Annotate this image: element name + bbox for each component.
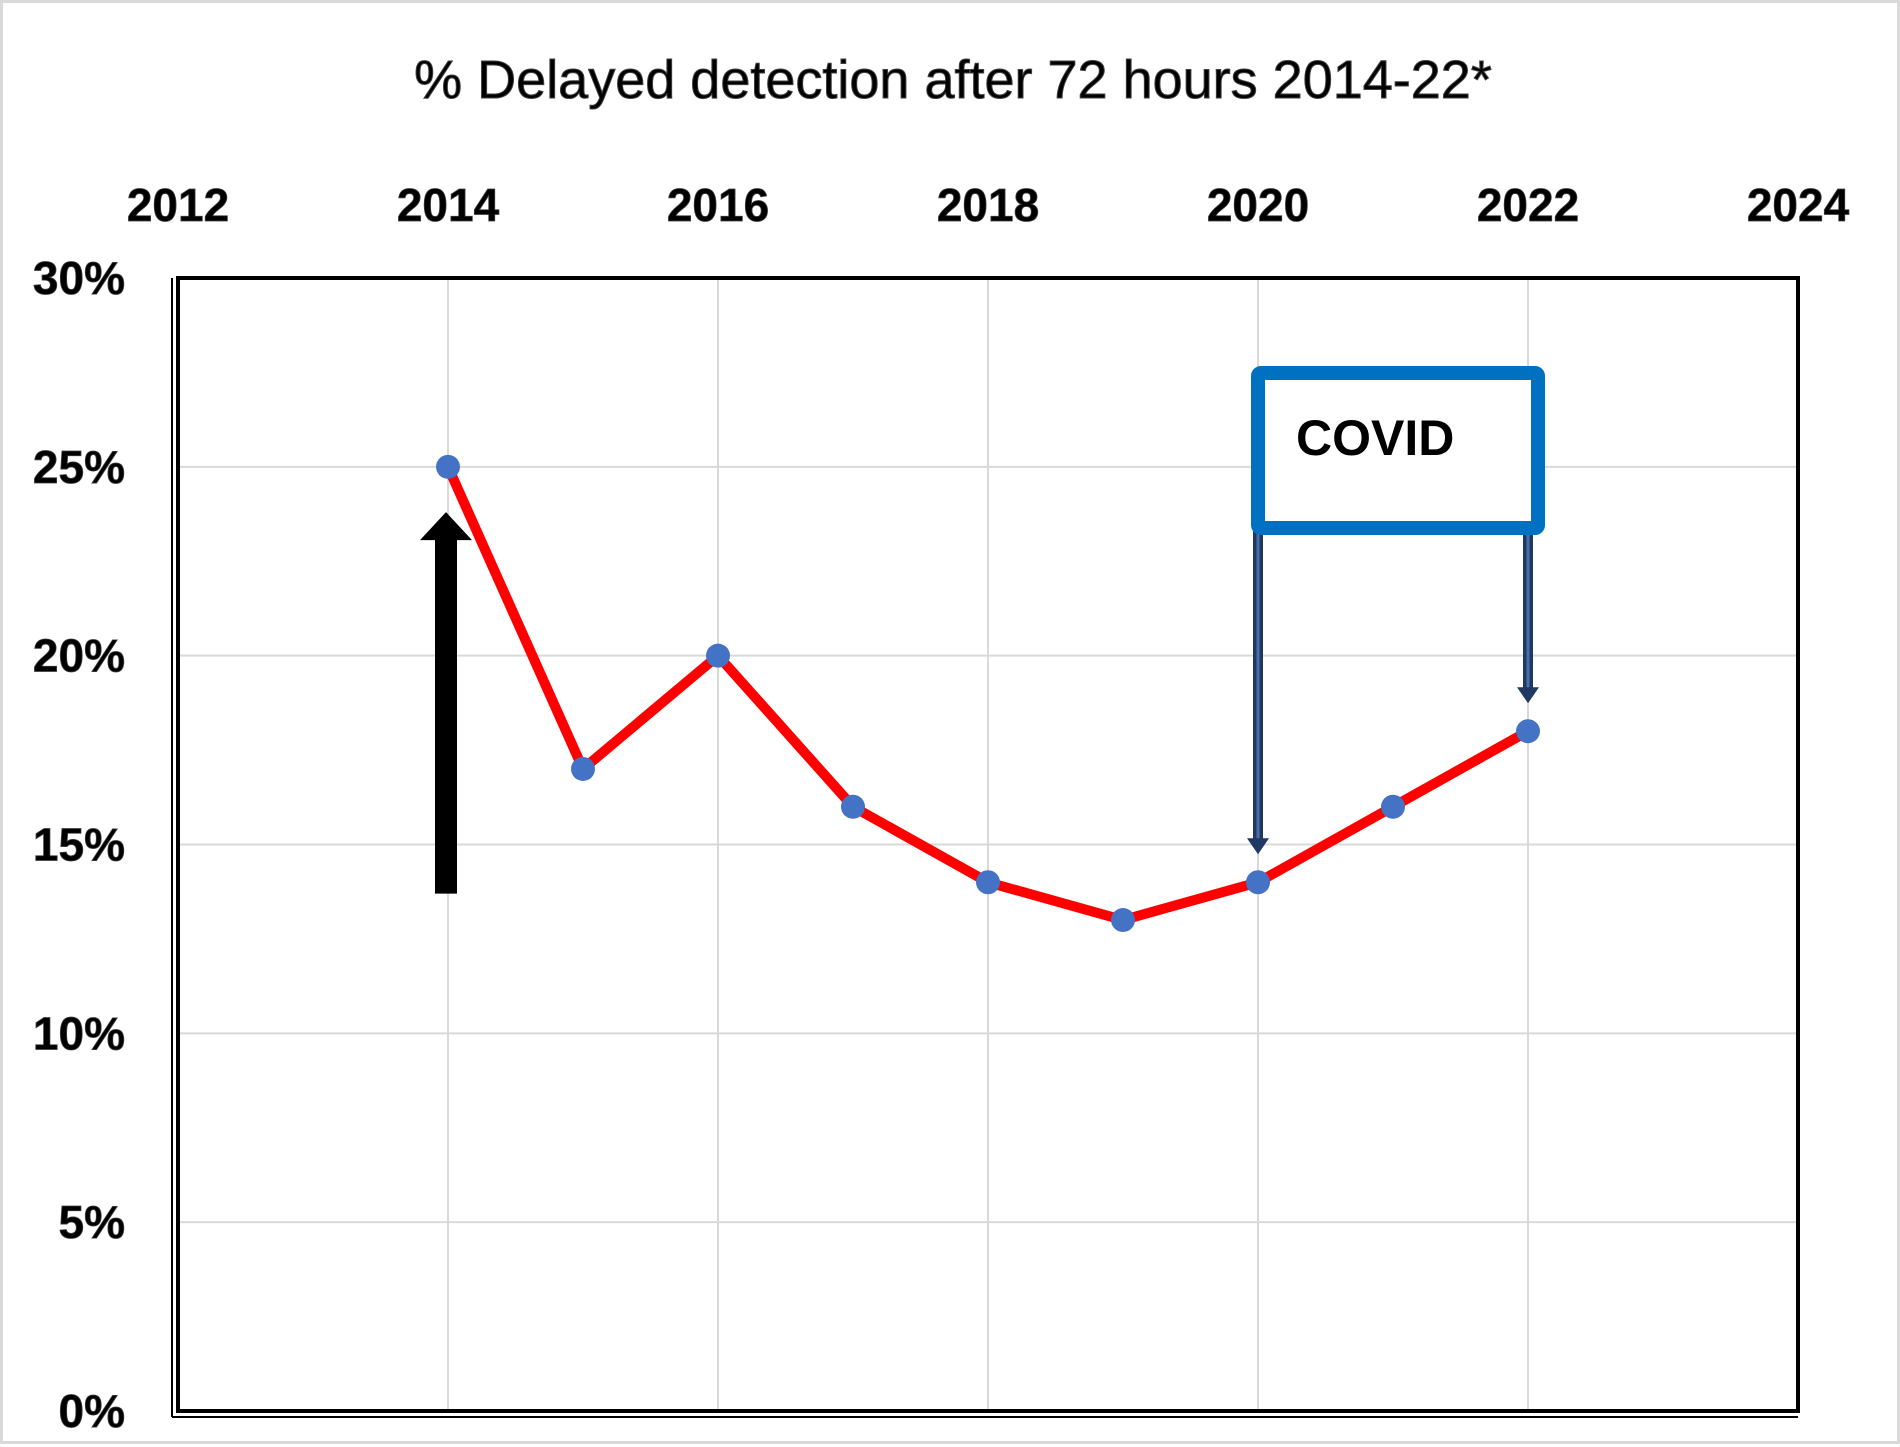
covid-arrow-head [1247, 838, 1269, 855]
data-series [436, 454, 1540, 933]
data-point [1111, 908, 1135, 933]
covid-label: COVID [1296, 410, 1454, 466]
y-tick-label: 25% [33, 441, 125, 493]
data-point [706, 643, 730, 668]
covid-arrow-head [1517, 687, 1539, 704]
y-tick-label: 20% [33, 630, 125, 682]
x-tick-label: 2022 [1477, 179, 1579, 231]
y-tick-label: 30% [33, 252, 125, 304]
data-point [976, 870, 1000, 895]
covid-label-box [1251, 366, 1545, 535]
x-tick-label: 2014 [397, 179, 500, 231]
x-tick-label: 2012 [127, 179, 229, 231]
annotations: COVID [420, 366, 1545, 894]
data-point [436, 454, 460, 479]
line-chart: % Delayed detection after 72 hours 2014-… [33, 50, 1850, 1438]
y-tick-label: 10% [33, 1007, 125, 1059]
up-arrow-head [420, 512, 472, 541]
x-tick-label: 2016 [667, 179, 769, 231]
grid-lines [177, 277, 1799, 1412]
x-tick-label: 2020 [1207, 179, 1309, 231]
y-tick-label: 5% [59, 1196, 125, 1248]
chart-title: % Delayed detection after 72 hours 2014-… [414, 50, 1492, 110]
data-point [1516, 719, 1540, 744]
data-point [571, 756, 595, 781]
data-point [1381, 794, 1405, 819]
y-tick-label: 0% [59, 1385, 125, 1437]
x-tick-label: 2024 [1747, 179, 1850, 231]
axes: 2012 2014 2016 2018 2020 2022 2024 0% 5% 10% 15% 20… [33, 179, 1850, 1438]
data-point [841, 794, 865, 819]
plot-area-border [176, 276, 1800, 1413]
data-point [1246, 870, 1270, 895]
y-tick-label: 15% [33, 819, 125, 871]
x-tick-label: 2018 [937, 179, 1039, 231]
